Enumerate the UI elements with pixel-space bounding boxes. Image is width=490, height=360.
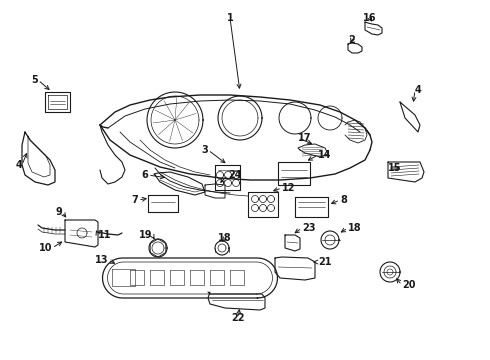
Text: 24: 24	[228, 170, 242, 180]
Text: 15: 15	[388, 163, 401, 173]
Text: 20: 20	[402, 280, 416, 290]
Text: 9: 9	[55, 207, 62, 217]
Text: 11: 11	[98, 230, 112, 240]
Text: 3: 3	[201, 145, 208, 155]
Text: 7: 7	[131, 195, 138, 205]
Text: 12: 12	[282, 183, 295, 193]
Text: 21: 21	[318, 257, 332, 267]
Text: 13: 13	[95, 255, 108, 265]
Text: 8: 8	[340, 195, 347, 205]
Text: 16: 16	[363, 13, 377, 23]
Text: 18: 18	[218, 233, 232, 243]
Text: 19: 19	[139, 230, 152, 240]
Text: 23: 23	[302, 223, 316, 233]
Text: 2: 2	[348, 35, 355, 45]
Text: 6: 6	[141, 170, 148, 180]
Text: 14: 14	[318, 150, 332, 160]
Text: 10: 10	[39, 243, 52, 253]
Text: 18: 18	[348, 223, 362, 233]
Text: 4: 4	[415, 85, 422, 95]
Text: 22: 22	[231, 313, 245, 323]
Text: 1: 1	[227, 13, 233, 23]
Text: 4: 4	[15, 160, 22, 170]
Text: 5: 5	[31, 75, 38, 85]
Text: 17: 17	[298, 133, 312, 143]
